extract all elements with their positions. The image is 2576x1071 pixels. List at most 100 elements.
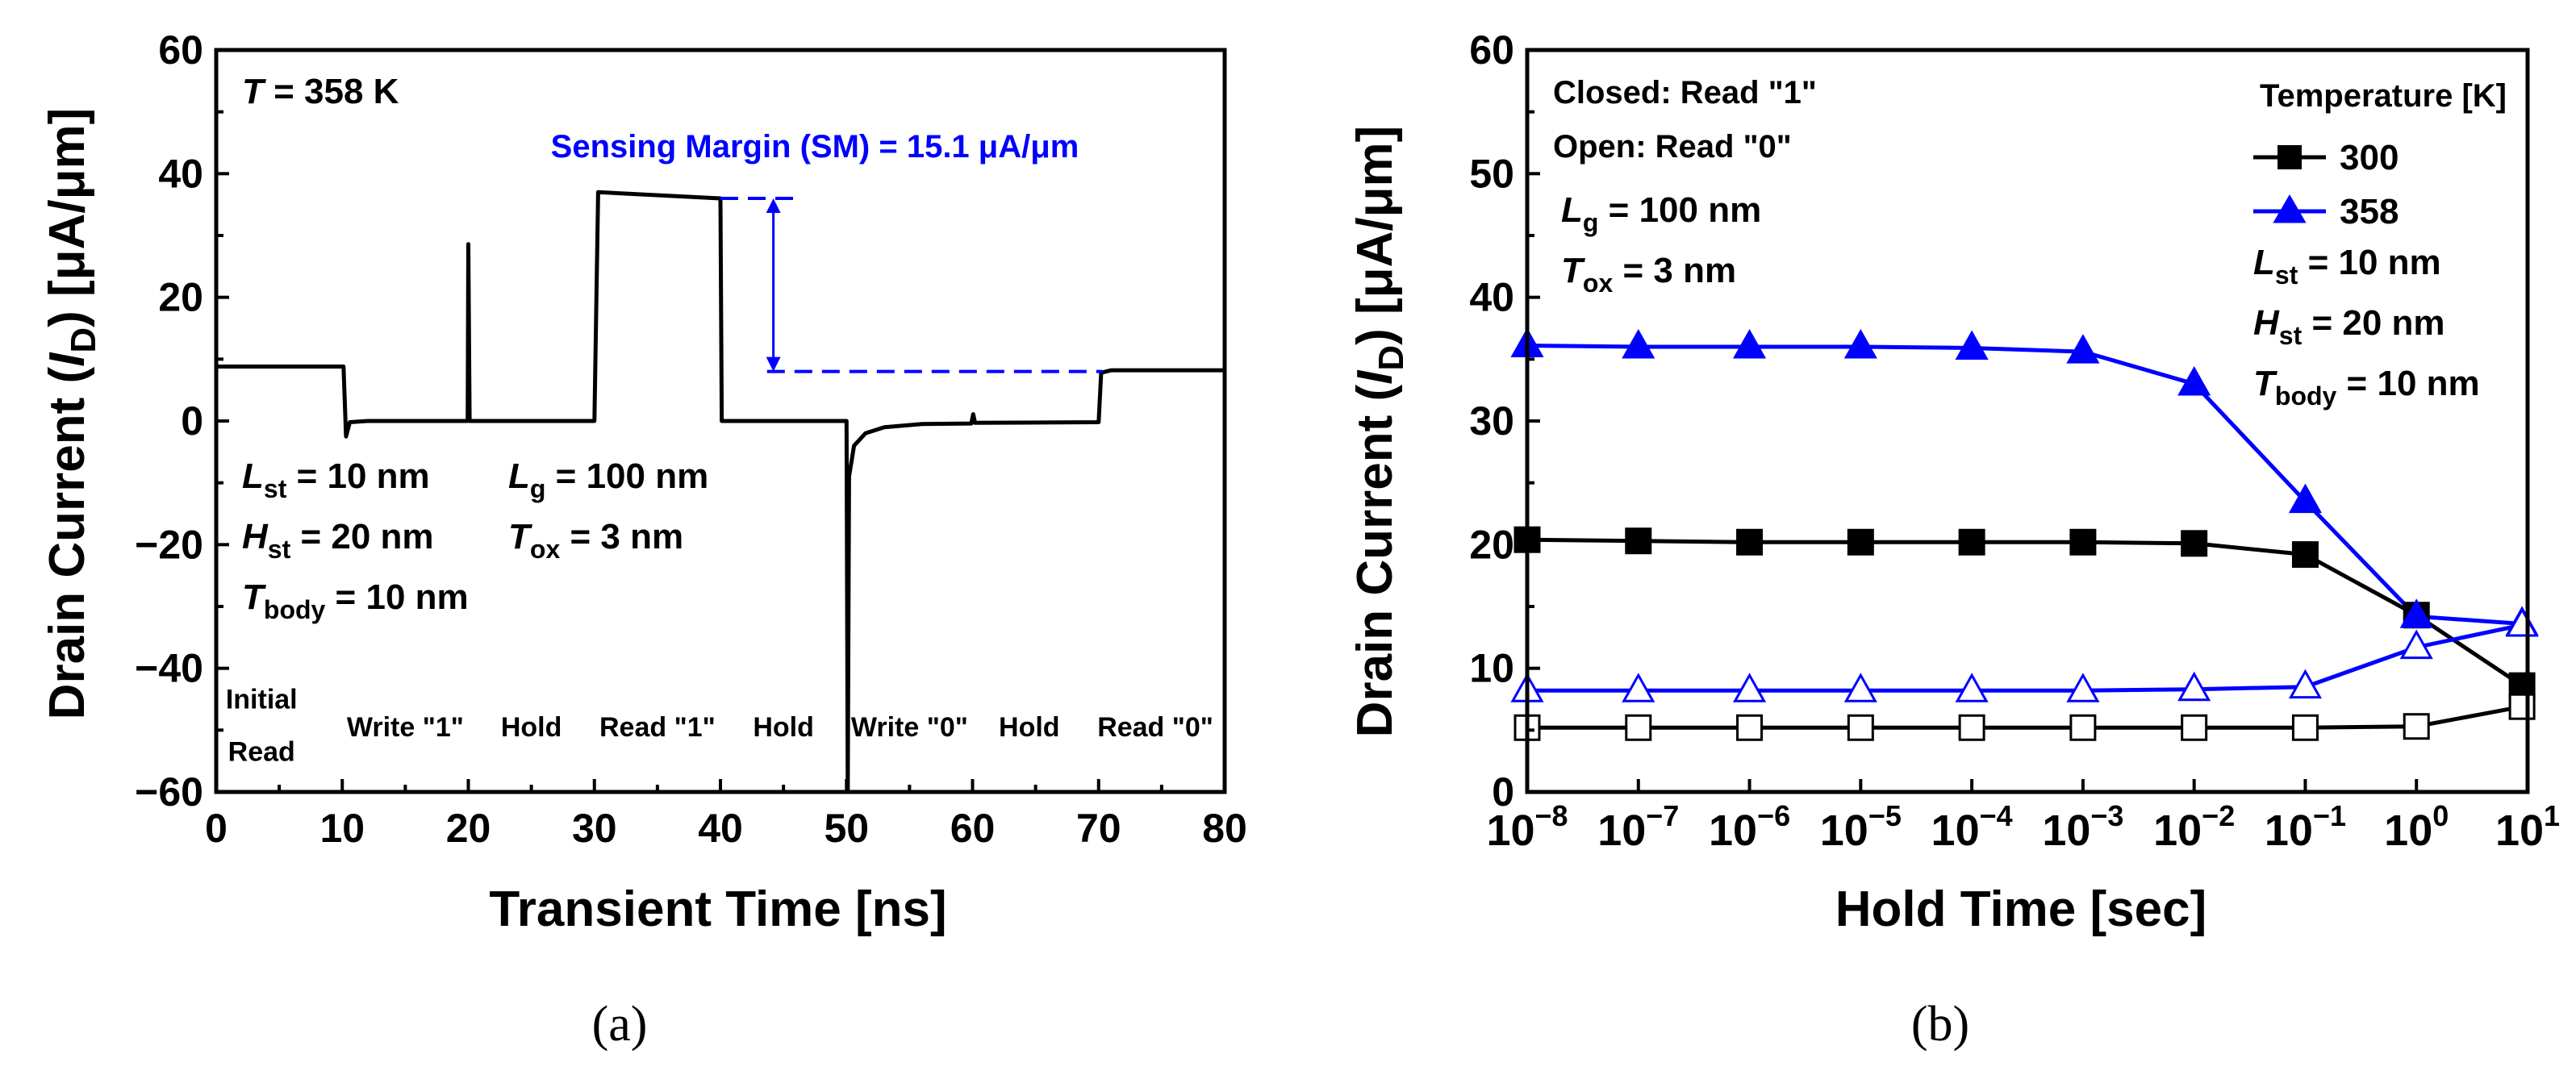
drain-current-trace	[216, 190, 1225, 794]
data-point-square	[2291, 541, 2319, 569]
param-tbody: Tbody = 10 nm	[2253, 364, 2480, 410]
data-point-triangle	[1732, 673, 1767, 702]
phase-label: Read "0"	[1097, 712, 1213, 743]
panel-a-label: (a)	[592, 997, 648, 1052]
x-axis-title: Hold Time [sec]	[1835, 881, 2207, 937]
sm-arrow-head-up	[766, 198, 781, 213]
closed-note: Closed: Read "1"	[1553, 75, 1817, 110]
data-point-triangle	[2399, 629, 2433, 660]
legend: 300 358	[2253, 138, 2399, 231]
y-tick-label: 10	[1469, 646, 1514, 691]
open-note: Open: Read "0"	[1553, 129, 1792, 165]
x-tick-label: 60	[950, 806, 996, 851]
series-line-300-read1	[1526, 537, 2524, 688]
param-lg: Lg = 100 nm	[508, 456, 708, 503]
y-tick-label: 60	[1469, 27, 1514, 73]
legend-marker-300	[2277, 145, 2302, 169]
panel-a-chart: 0 10 20 30 40 50 60 70 80 −60 −40 −20 0 20 40 60 T = 35…	[40, 27, 1247, 1052]
data-point-square	[2508, 693, 2536, 720]
data-point-triangle	[2399, 598, 2433, 628]
data-point-triangle	[1955, 330, 1989, 360]
phase-label: Hold	[501, 712, 562, 743]
x-tick-label: 20	[446, 806, 491, 851]
param-lg: Lg = 100 nm	[1561, 190, 1761, 237]
phase-label: Hold	[999, 712, 1060, 743]
y-tick-label: 40	[158, 151, 203, 196]
x-tick-label: 101	[2495, 799, 2560, 855]
x-tick-label: 80	[1202, 806, 1247, 851]
data-point-square	[1625, 527, 1652, 555]
x-tick-label: 0	[205, 806, 228, 851]
tick-labels: 0 10 20 30 40 50 60 70 80 −60 −40 −20 0 20 40 60	[135, 27, 1247, 851]
data-point-triangle	[2288, 669, 2323, 699]
data-point-square	[1736, 528, 1764, 556]
data-point-square	[2181, 530, 2208, 557]
phase-label: Write "1"	[347, 712, 464, 743]
x-tick-label: 30	[572, 806, 617, 851]
param-hst: Hst = 20 nm	[2253, 303, 2445, 350]
data-point-square	[2291, 714, 2319, 741]
param-tbody: Tbody = 10 nm	[242, 577, 469, 624]
legend-label-300: 300	[2340, 138, 2399, 177]
data-point-square	[2069, 714, 2097, 741]
sm-arrow-head-down	[766, 356, 781, 372]
tick-labels: 10−8 10−7 10−6 10−5 10−4 10−3 10−2 10−1 100 10101…	[1469, 27, 2560, 855]
legend-marker-358	[2273, 194, 2307, 223]
data-point-triangle	[1843, 673, 1877, 702]
panel-b-chart: 10−8 10−7 10−6 10−5 10−4 10−3 10−2 10−1 100 10101…	[1347, 27, 2560, 1052]
x-tick-label: 10−3	[2042, 799, 2123, 855]
data-point-square	[2069, 528, 2097, 556]
data-point-square	[1625, 714, 1652, 741]
data-point-square	[1958, 528, 1985, 556]
x-tick-label: 10−6	[1709, 799, 1790, 855]
data-point-square	[2403, 713, 2430, 740]
x-tick-label: 10−7	[1597, 799, 1679, 855]
axis-ticks	[215, 48, 1226, 794]
phase-label: Read "1"	[599, 712, 716, 743]
data-point-square	[1847, 528, 1874, 556]
y-tick-label: 0	[1492, 769, 1514, 815]
x-tick-label: 10−5	[1820, 799, 1902, 855]
y-tick-label: 60	[158, 27, 203, 73]
series-lines	[1526, 344, 2524, 730]
data-point-triangle	[1622, 328, 1655, 359]
sensing-margin-guides	[720, 197, 1103, 373]
param-lst: Lst = 10 nm	[2253, 243, 2441, 290]
data-point-triangle	[2066, 334, 2100, 364]
legend-title: Temperature [K]	[2260, 78, 2507, 114]
x-tick-label: 40	[698, 806, 743, 851]
phase-labels: Initial Read Write "1" Hold Read "1" Hold Writ…	[226, 685, 1213, 768]
y-tick-label: −40	[135, 646, 203, 691]
transient-current-curve	[216, 190, 1225, 794]
y-axis-title: Drain Current (ID) [μA/μm]	[1347, 126, 1411, 738]
data-point-triangle	[1732, 328, 1767, 359]
data-point-square	[1736, 714, 1764, 741]
data-point-triangle	[2288, 483, 2323, 514]
x-tick-label: 50	[824, 806, 869, 851]
sensing-margin-label: Sensing Margin (SM) = 15.1 μA/μm	[551, 129, 1079, 165]
param-tox: Tox = 3 nm	[508, 517, 683, 564]
phase-label: Initial	[226, 685, 298, 715]
data-point-square	[1958, 714, 1985, 741]
temperature-label: T = 358 K	[242, 72, 399, 111]
data-point-triangle	[2066, 673, 2100, 702]
y-tick-label: 20	[1469, 522, 1514, 567]
series-line-358-read1	[1526, 344, 2523, 626]
y-tick-label: −60	[135, 769, 203, 815]
phase-label-line2: Read	[228, 737, 295, 768]
y-tick-label: 40	[1469, 275, 1514, 320]
y-tick-label: 50	[1469, 151, 1514, 196]
y-tick-label: 20	[158, 275, 203, 320]
x-tick-label: 70	[1076, 806, 1121, 851]
y-tick-label: 30	[1469, 398, 1514, 444]
y-axis-title: Drain Current (ID) [μA/μm]	[40, 108, 103, 720]
data-point-triangle	[1622, 673, 1655, 702]
data-point-square	[1847, 714, 1874, 741]
data-point-triangle	[2177, 365, 2211, 396]
x-tick-label: 10	[319, 806, 365, 851]
x-tick-label: 10−1	[2265, 799, 2346, 855]
series-markers	[1510, 327, 2539, 741]
series-line-300-read0	[1527, 704, 2523, 730]
y-tick-label: −20	[135, 522, 203, 567]
